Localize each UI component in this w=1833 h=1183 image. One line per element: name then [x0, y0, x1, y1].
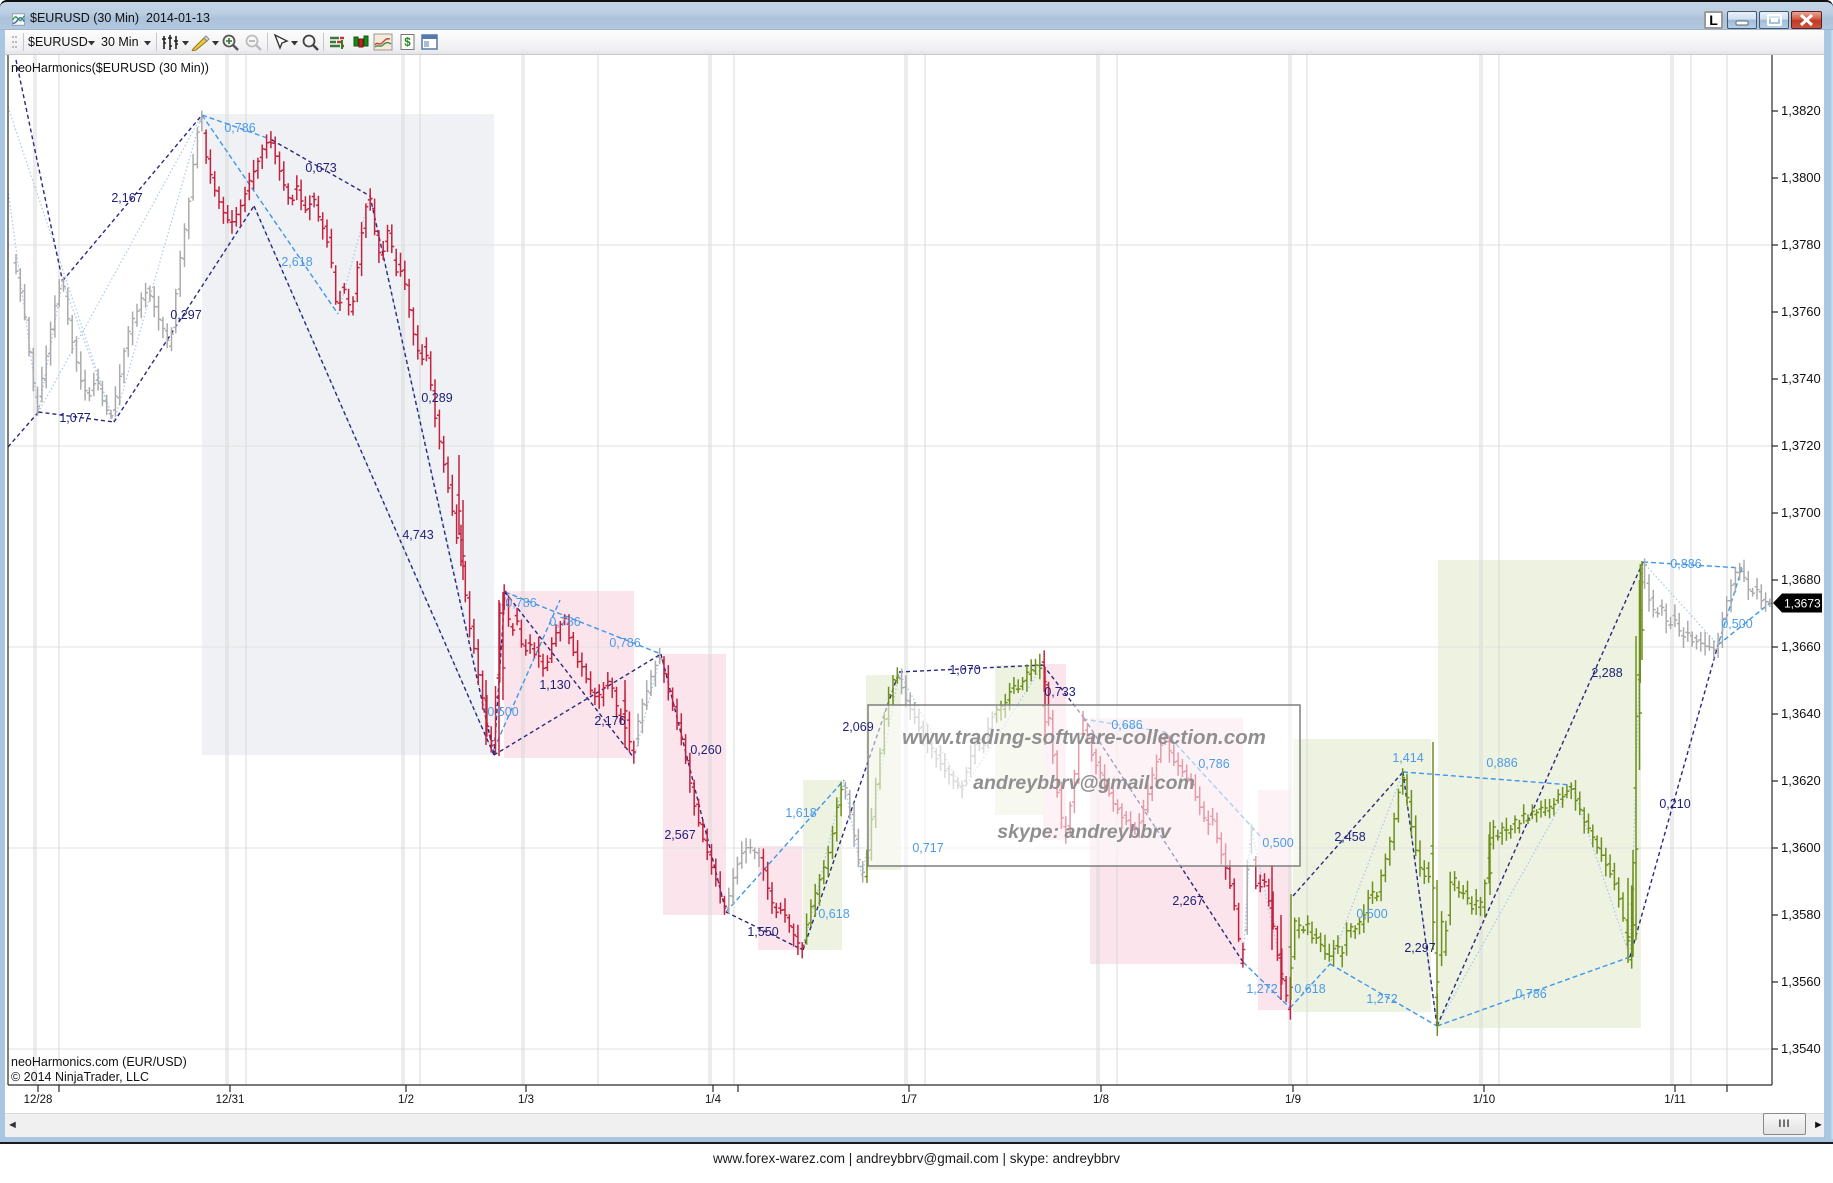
svg-text:1/2: 1/2 [398, 1094, 414, 1106]
svg-text:www.trading-software-collectio: www.trading-software-collection.com [902, 726, 1266, 749]
svg-text:0,786: 0,786 [1198, 757, 1229, 771]
svg-text:1,414: 1,414 [1392, 751, 1423, 765]
svg-text:1,3620: 1,3620 [1781, 773, 1821, 788]
svg-text:2,167: 2,167 [111, 191, 142, 205]
svg-text:2,069: 2,069 [842, 720, 873, 734]
svg-text:1,3680: 1,3680 [1781, 572, 1821, 587]
svg-text:1,070: 1,070 [949, 663, 980, 677]
svg-text:0,786: 0,786 [1515, 987, 1546, 1001]
svg-text:1,3820: 1,3820 [1781, 103, 1821, 118]
svg-text:0,786: 0,786 [609, 636, 640, 650]
svg-text:1,272: 1,272 [1246, 982, 1277, 996]
svg-text:1,3720: 1,3720 [1781, 438, 1821, 453]
svg-text:1/11: 1/11 [1664, 1094, 1686, 1106]
svg-text:0,500: 0,500 [1356, 907, 1387, 921]
svg-text:0,210: 0,210 [1659, 797, 1690, 811]
svg-text:0,618: 0,618 [818, 907, 849, 921]
svg-text:0,297: 0,297 [170, 308, 201, 322]
svg-text:1,3580: 1,3580 [1781, 907, 1821, 922]
svg-text:0,686: 0,686 [1111, 718, 1142, 732]
svg-text:1,3540: 1,3540 [1781, 1041, 1821, 1056]
svg-text:0,786: 0,786 [224, 121, 255, 135]
svg-text:0,886: 0,886 [1670, 557, 1701, 571]
svg-text:0,673: 0,673 [305, 161, 336, 175]
svg-text:0,260: 0,260 [690, 743, 721, 757]
svg-text:1,130: 1,130 [539, 678, 570, 692]
svg-text:andreybbrv@gmail.com: andreybbrv@gmail.com [973, 772, 1195, 794]
svg-text:2,267: 2,267 [1172, 894, 1203, 908]
svg-text:0,618: 0,618 [1294, 982, 1325, 996]
svg-text:neoHarmonics($EURUSD (30 Min)): neoHarmonics($EURUSD (30 Min)) [11, 61, 209, 75]
svg-text:© 2014 NinjaTrader, LLC: © 2014 NinjaTrader, LLC [11, 1070, 149, 1084]
svg-text:1/9: 1/9 [1285, 1094, 1301, 1106]
svg-text:0,717: 0,717 [912, 841, 943, 855]
svg-text:1,3673: 1,3673 [1784, 597, 1821, 611]
svg-text:2,618: 2,618 [281, 255, 312, 269]
svg-text:0,733: 0,733 [1044, 685, 1075, 699]
svg-text:1,3740: 1,3740 [1781, 371, 1821, 386]
svg-text:0,500: 0,500 [487, 705, 518, 719]
svg-text:1,272: 1,272 [1366, 992, 1397, 1006]
svg-text:0,500: 0,500 [1262, 836, 1293, 850]
svg-text:0,786: 0,786 [549, 615, 580, 629]
svg-text:12/31: 12/31 [216, 1094, 245, 1106]
svg-text:1,550: 1,550 [747, 925, 778, 939]
svg-text:1,3800: 1,3800 [1781, 170, 1821, 185]
svg-text:2,176: 2,176 [594, 714, 625, 728]
svg-text:1/3: 1/3 [518, 1094, 534, 1106]
svg-text:1,618: 1,618 [785, 806, 816, 820]
svg-text:2,288: 2,288 [1591, 666, 1622, 680]
svg-text:1,077: 1,077 [59, 411, 90, 425]
svg-text:1/7: 1/7 [901, 1094, 917, 1106]
svg-text:1,3780: 1,3780 [1781, 237, 1821, 252]
svg-text:0,886: 0,886 [1486, 756, 1517, 770]
svg-text:0,289: 0,289 [421, 391, 452, 405]
svg-text:2,458: 2,458 [1334, 830, 1365, 844]
svg-text:skype: andreybbrv: skype: andreybbrv [997, 821, 1172, 843]
svg-text:1/4: 1/4 [705, 1094, 722, 1106]
svg-text:1/10: 1/10 [1473, 1094, 1495, 1106]
svg-text:12/28: 12/28 [24, 1094, 53, 1106]
svg-text:2,567: 2,567 [664, 828, 695, 842]
svg-text:1/8: 1/8 [1093, 1094, 1109, 1106]
svg-text:$: $ [404, 37, 411, 49]
svg-text:1,3760: 1,3760 [1781, 304, 1821, 319]
svg-text:4,743: 4,743 [402, 528, 433, 542]
svg-text:1,3660: 1,3660 [1781, 639, 1821, 654]
svg-text:1,3640: 1,3640 [1781, 706, 1821, 721]
svg-text:2,297: 2,297 [1404, 941, 1435, 955]
svg-text:neoHarmonics.com (EUR/USD): neoHarmonics.com (EUR/USD) [11, 1055, 187, 1069]
svg-text:0,786: 0,786 [505, 596, 536, 610]
svg-text:0,500: 0,500 [1721, 617, 1752, 631]
svg-text:1,3600: 1,3600 [1781, 840, 1821, 855]
svg-text:1,3560: 1,3560 [1781, 974, 1821, 989]
svg-text:1,3700: 1,3700 [1781, 505, 1821, 520]
